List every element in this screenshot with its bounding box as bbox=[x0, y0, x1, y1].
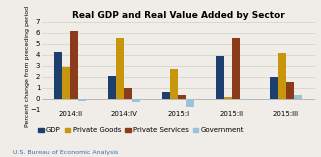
Bar bbox=[108, 76, 116, 99]
Bar bbox=[78, 99, 86, 101]
Bar bbox=[278, 53, 286, 99]
Y-axis label: Percent change from preceding period: Percent change from preceding period bbox=[25, 5, 30, 127]
Bar bbox=[54, 52, 62, 99]
Bar bbox=[224, 97, 232, 99]
Text: U.S. Bureau of Economic Analysis: U.S. Bureau of Economic Analysis bbox=[13, 150, 118, 155]
Bar bbox=[270, 77, 278, 99]
Bar bbox=[170, 69, 178, 99]
Bar bbox=[216, 56, 224, 99]
Bar bbox=[132, 99, 140, 102]
Bar bbox=[162, 92, 170, 99]
Legend: GDP, Private Goods, Private Services, Government: GDP, Private Goods, Private Services, Go… bbox=[36, 125, 247, 136]
Title: Real GDP and Real Value Added by Sector: Real GDP and Real Value Added by Sector bbox=[72, 11, 284, 20]
Bar bbox=[124, 88, 132, 99]
Bar bbox=[294, 95, 302, 99]
Bar bbox=[178, 95, 186, 99]
Bar bbox=[240, 99, 248, 100]
Bar bbox=[232, 38, 240, 99]
Bar bbox=[186, 99, 194, 107]
Bar bbox=[286, 82, 294, 99]
Bar bbox=[116, 38, 124, 99]
Bar bbox=[70, 31, 78, 99]
Bar bbox=[62, 67, 70, 99]
